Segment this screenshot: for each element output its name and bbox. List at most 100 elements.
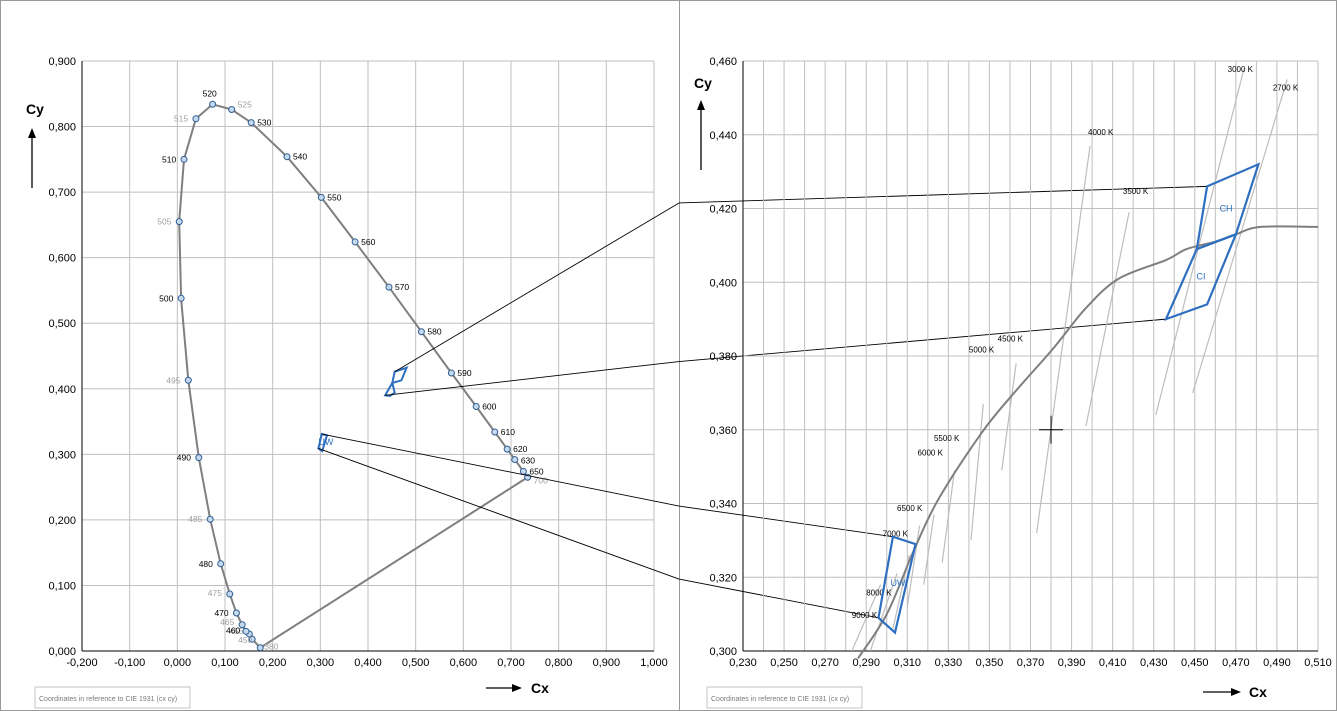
wavelength-marker-450 [248, 635, 256, 643]
right-x-tick: 0,290 [852, 657, 880, 669]
left-x-tick: 0,200 [259, 657, 287, 669]
right-x-tick: 0,310 [894, 657, 922, 669]
wavelength-label-500: 500 [159, 293, 173, 303]
right-grid [742, 60, 1319, 652]
right-crosshair [1039, 415, 1064, 444]
wavelength-label-620: 620 [513, 444, 527, 454]
isotherm-9000k [851, 584, 882, 652]
wavelength-label-505: 505 [157, 217, 171, 227]
left-note-box [34, 686, 191, 709]
isotherm-6000k [923, 514, 935, 585]
left-x-tick: 0,800 [545, 657, 573, 669]
wavelength-marker-620 [503, 445, 511, 453]
isotherm-4500k [1001, 363, 1017, 471]
left-y-tick: 0,000 [48, 646, 76, 658]
wavelength-marker-630 [511, 456, 519, 464]
wavelength-label-525: 525 [238, 100, 252, 110]
wavelength-marker-600 [472, 402, 480, 410]
left-x-tick: 0,500 [402, 657, 430, 669]
right-region-uw [877, 535, 917, 635]
isotherm-8000k [869, 573, 898, 652]
right-region-label-uw: UW [890, 578, 905, 588]
wavelength-marker-540 [283, 153, 291, 161]
right-y-axis-label: Cy [694, 75, 712, 91]
connector-uw-top-edge [321, 433, 680, 507]
isotherm-label-6000k: 6000 K [918, 449, 944, 458]
left-region-label-uw: UW [318, 437, 333, 447]
right-x-tick: 0,230 [729, 657, 757, 669]
right-x-tick: 0,270 [811, 657, 839, 669]
isotherm-label-9000k: 9000 K [852, 611, 878, 620]
right-x-arrowhead [1231, 688, 1241, 696]
isotherm-label-5500k: 5500 K [934, 434, 960, 443]
wavelength-label-630: 630 [521, 456, 535, 466]
left-x-tick: 0,900 [593, 657, 621, 669]
isotherm-label-4000k: 4000 K [1088, 128, 1114, 137]
left-x-tick: 0,300 [307, 657, 335, 669]
wavelength-label-700: 700 [534, 475, 548, 485]
wavelength-label-495: 495 [166, 375, 180, 385]
isotherm-4000k [1036, 145, 1091, 534]
wavelength-label-530: 530 [257, 118, 271, 128]
right-tick-labels: 0,230 0,250 0,270 0,290 0,310 0,330 0,350 0,370… [709, 56, 1331, 669]
right-y-tick: 0,420 [709, 204, 737, 216]
right-y-arrowhead [697, 100, 705, 110]
connector-ci [678, 318, 1167, 362]
isotherm-label-4500k: 4500 K [998, 334, 1024, 343]
isotherm-3500k [1085, 212, 1130, 427]
left-y-tick: 0,600 [48, 253, 76, 265]
left-region-ch [390, 366, 409, 385]
right-x-tick: 0,390 [1058, 657, 1086, 669]
right-y-tick: 0,440 [709, 130, 737, 142]
left-y-arrowhead [28, 128, 36, 138]
connector-uw-bottom-edge [318, 448, 680, 580]
wavelength-label-515: 515 [174, 114, 188, 124]
wavelength-marker-485 [206, 515, 214, 523]
right-y-tick: 0,320 [709, 572, 737, 584]
left-panel-frame [0, 0, 680, 711]
wavelength-label-650: 650 [529, 466, 543, 476]
wavelength-label-540: 540 [293, 152, 307, 162]
zoom-connector-lines [318, 185, 1208, 619]
wavelength-marker-550 [317, 193, 325, 201]
left-region-ci [383, 380, 396, 398]
isotherm-label-8000k: 8000 K [866, 589, 892, 598]
left-y-tick: 0,700 [48, 187, 76, 199]
wavelength-marker-470 [232, 609, 240, 617]
right-region-label-ci: CI [1196, 272, 1205, 282]
right-isotherms: 9000 K 8000 K 7000 K 6500 K 6000 K 5500 K 5000… [851, 65, 1299, 652]
isotherm-5000k [970, 403, 984, 541]
wavelength-marker-510 [180, 155, 188, 163]
wavelength-label-475: 475 [208, 588, 222, 598]
left-y-tick: 0,800 [48, 122, 76, 134]
wavelength-marker-515 [192, 115, 200, 123]
isotherm-6500k [906, 525, 921, 607]
isotherm-3000k [1155, 68, 1245, 416]
right-y-tick: 0,340 [709, 499, 737, 511]
isotherm-label-7000k: 7000 K [883, 530, 909, 539]
left-y-tick: 0,500 [48, 318, 76, 330]
left-x-tick: 0,000 [164, 657, 192, 669]
left-x-tick: 0,600 [450, 657, 478, 669]
right-region-ch [1195, 162, 1261, 251]
wavelength-marker-495 [184, 376, 192, 384]
right-x-tick: 0,450 [1181, 657, 1209, 669]
wavelength-marker-560 [351, 238, 359, 246]
wavelength-marker-505 [175, 218, 183, 226]
isotherm-5500k [941, 470, 956, 563]
right-note-box [706, 686, 863, 709]
wavelength-label-450: 450 [238, 635, 252, 645]
purple-line [259, 476, 529, 649]
wavelength-label-590: 590 [457, 368, 471, 378]
right-y-tick: 0,380 [709, 351, 737, 363]
wavelength-marker-520 [209, 100, 217, 108]
left-x-tick: -0,100 [114, 657, 145, 669]
isotherm-label-3000k: 3000 K [1228, 65, 1254, 74]
wavelength-label-460: 460 [226, 625, 240, 635]
left-x-arrowhead [512, 684, 522, 692]
left-y-tick: 0,100 [48, 580, 76, 592]
right-region-label-ch: CH [1220, 204, 1233, 214]
right-x-axis-label: Cx [1249, 684, 1267, 700]
